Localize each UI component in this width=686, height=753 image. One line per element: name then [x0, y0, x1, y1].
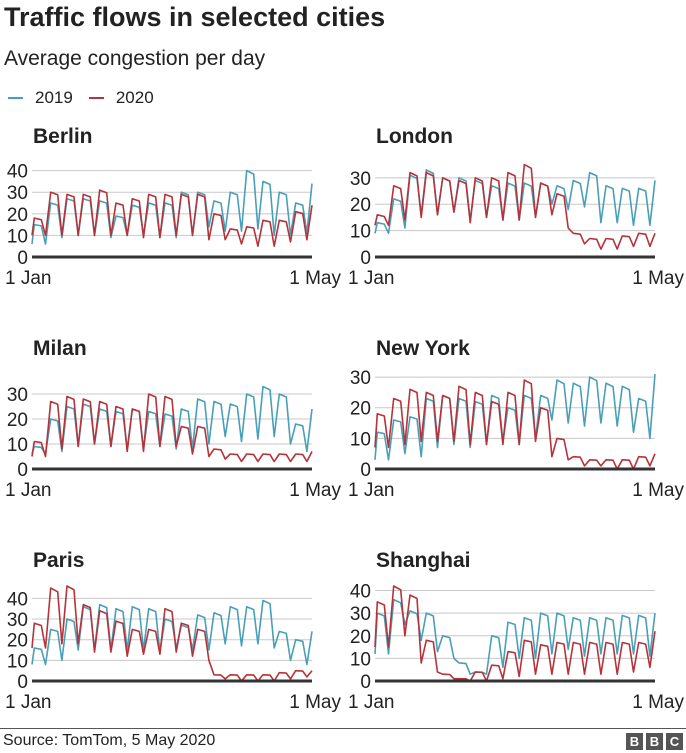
y-tick-label: 0	[17, 460, 28, 481]
series-line-2020	[31, 393, 313, 463]
legend-label-2019: 2019	[35, 88, 73, 107]
y-tick-label: 40	[7, 589, 28, 610]
series-line-2019	[374, 373, 656, 461]
x-tick-label: 1 Jan	[5, 692, 51, 713]
source-note: Source: TomTom, 5 May 2020	[3, 732, 216, 749]
y-tick-label: 10	[350, 649, 371, 670]
panel-berlin: Berlin 0 10 20 30 40 1 Jan 1 May	[0, 125, 343, 290]
panel-title: Shanghai	[376, 549, 471, 572]
bbc-logo-block: B	[646, 733, 663, 750]
y-tick-label: 30	[7, 385, 28, 406]
panel-new-york: New York 0 10 20 30 1 Jan 1 May	[343, 337, 686, 502]
panel-plot: 0 10 20 30 1 Jan 1 May	[348, 368, 684, 501]
x-tick-label: 1 May	[289, 480, 341, 501]
x-tick-label: 1 May	[632, 268, 684, 289]
panel-milan: Milan 0 10 20 30 1 Jan 1 May	[0, 337, 343, 502]
panel-title: New York	[376, 337, 470, 360]
y-tick-label: 10	[350, 222, 371, 243]
y-tick-label: 0	[360, 672, 371, 693]
y-tick-label: 40	[7, 162, 28, 183]
legend: 2019 2020	[8, 88, 170, 108]
y-tick-label: 20	[7, 205, 28, 226]
panel-shanghai: Shanghai 0 10 20 30 40 1 Jan 1 May	[343, 549, 686, 714]
series-line-2019	[31, 169, 313, 245]
legend-swatch-2020	[88, 97, 104, 99]
y-tick-label: 0	[17, 248, 28, 269]
chart-subtitle: Average congestion per day	[4, 47, 266, 70]
panel-title: Berlin	[33, 125, 93, 148]
y-tick-label: 20	[7, 410, 28, 431]
y-tick-label: 10	[7, 651, 28, 672]
bbc-logo: B B C	[626, 733, 683, 750]
series-line-2020	[374, 379, 656, 470]
x-tick-label: 1 May	[289, 268, 341, 289]
y-tick-label: 30	[7, 610, 28, 631]
x-tick-label: 1 Jan	[5, 268, 51, 289]
y-tick-label: 20	[7, 631, 28, 652]
bbc-logo-block: B	[626, 733, 643, 750]
panel-title: Paris	[33, 549, 85, 572]
series-line-2020	[374, 585, 656, 682]
series-line-2019	[31, 599, 313, 666]
y-tick-label: 30	[350, 604, 371, 625]
y-tick-label: 10	[7, 435, 28, 456]
x-tick-label: 1 Jan	[5, 480, 51, 501]
panel-title: Milan	[33, 337, 87, 360]
bbc-logo-block: C	[666, 733, 683, 750]
panel-plot: 0 10 20 30 1 Jan 1 May	[348, 163, 684, 289]
y-tick-label: 0	[360, 460, 371, 481]
y-tick-label: 30	[350, 368, 371, 389]
footer-divider	[0, 728, 686, 729]
legend-label-2020: 2020	[115, 88, 154, 107]
panel-paris: Paris 0 10 20 30 40 1 Jan 1 May	[0, 549, 343, 714]
y-tick-label: 10	[7, 226, 28, 247]
series-line-2020	[31, 189, 313, 247]
panel-title: London	[376, 125, 453, 148]
panel-plot: 0 10 20 30 1 Jan 1 May	[5, 385, 341, 501]
x-tick-label: 1 Jan	[348, 268, 394, 289]
legend-swatch-2019	[8, 97, 23, 99]
series-line-2020	[31, 585, 313, 682]
y-tick-label: 40	[350, 582, 371, 603]
y-tick-label: 30	[350, 169, 371, 190]
y-tick-label: 0	[360, 248, 371, 269]
y-tick-label: 30	[7, 183, 28, 204]
y-tick-label: 10	[350, 429, 371, 450]
y-tick-label: 20	[350, 627, 371, 648]
x-tick-label: 1 May	[632, 692, 684, 713]
x-tick-label: 1 Jan	[348, 692, 394, 713]
y-tick-label: 20	[350, 399, 371, 420]
y-tick-label: 20	[350, 195, 371, 216]
x-tick-label: 1 May	[632, 480, 684, 501]
series-line-2020	[374, 163, 656, 250]
chart-title: Traffic flows in selected cities	[4, 2, 386, 32]
x-tick-label: 1 May	[289, 692, 341, 713]
y-tick-label: 0	[17, 672, 28, 693]
x-tick-label: 1 Jan	[348, 480, 394, 501]
panel-london: London 0 10 20 30 1 Jan 1 May	[343, 125, 686, 290]
